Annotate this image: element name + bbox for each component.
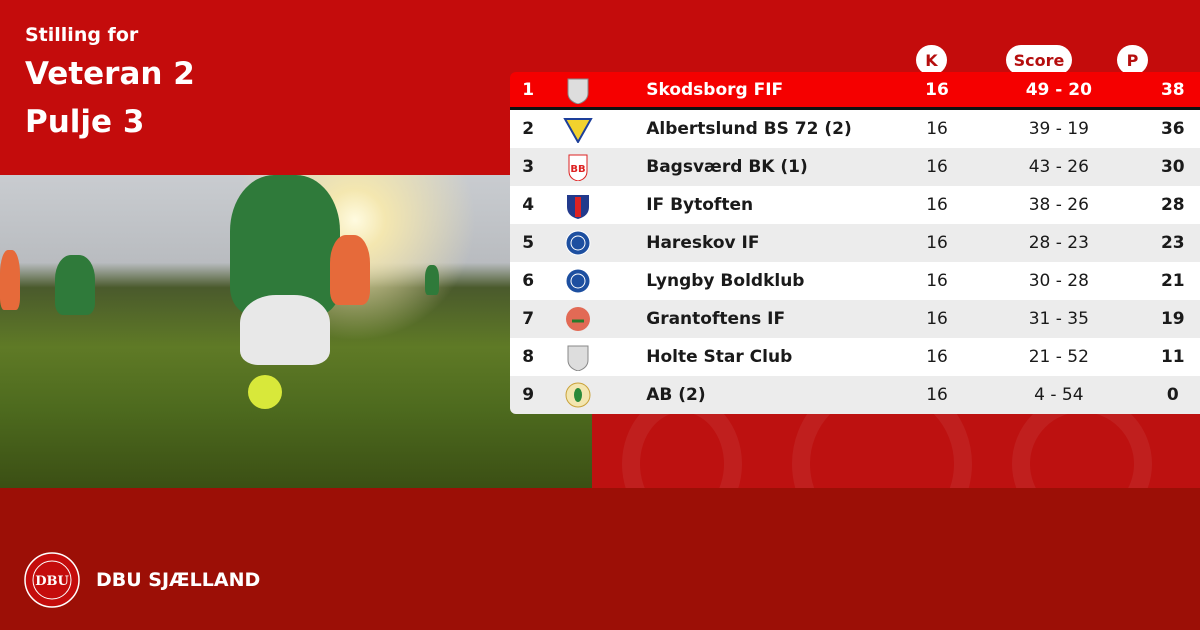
column-header-score[interactable]: Score [1006,45,1072,75]
footer-brand: DBU DBU SJÆLLAND [24,552,260,608]
svg-text:BB: BB [571,164,586,175]
column-header-k[interactable]: K [916,45,947,75]
team-name[interactable]: Skodsborg FIF [646,79,784,100]
column-header-p[interactable]: P [1117,45,1148,75]
table-row[interactable]: 4 IF Bytoften 16 38 - 26 28 [510,186,1200,224]
points: 36 [1160,119,1185,139]
team-logo-icon [562,229,594,257]
title-line-2: Pulje 3 [25,104,145,140]
goal-score: 30 - 28 [1028,271,1089,291]
team-logo-icon [562,115,594,143]
position: 5 [522,233,535,253]
position: 1 [522,79,535,100]
team-logo-icon [562,381,594,409]
points: 30 [1160,157,1185,177]
footer-background [0,488,1200,630]
position: 2 [522,119,535,139]
team-name[interactable]: Bagsværd BK (1) [646,157,808,177]
goal-score: 31 - 35 [1028,309,1089,329]
table-row[interactable]: 6 Lyngby Boldklub 16 30 - 28 21 [510,262,1200,300]
team-name[interactable]: AB (2) [646,385,706,405]
team-logo-icon [562,191,594,219]
position: 8 [522,347,535,367]
position: 6 [522,271,535,291]
position: 7 [522,309,535,329]
table-row[interactable]: 9 AB (2) 16 4 - 54 0 [510,376,1200,414]
goal-score: 21 - 52 [1028,347,1089,367]
points: 28 [1160,195,1185,215]
dbu-logo-icon: DBU [24,552,80,608]
table-row[interactable]: 1 Skodsborg FIF 16 49 - 20 38 [510,72,1200,110]
subtitle: Stilling for [25,24,139,46]
matches-played: 16 [926,271,948,291]
points: 23 [1160,233,1185,253]
matches-played: 16 [926,309,948,329]
goal-score: 49 - 20 [1025,79,1092,100]
goal-score: 43 - 26 [1028,157,1089,177]
goal-score: 28 - 23 [1028,233,1089,253]
football-photo [0,175,592,488]
team-name[interactable]: IF Bytoften [646,195,754,215]
goal-score: 38 - 26 [1028,195,1089,215]
matches-played: 16 [926,119,948,139]
standings-table: 1 Skodsborg FIF 16 49 - 20 38 2 Albertsl… [510,72,1200,414]
table-row[interactable]: 3 BB Bagsværd BK (1) 16 43 - 26 30 [510,148,1200,186]
position: 4 [522,195,535,215]
title-line-1: Veteran 2 [25,56,195,92]
table-row[interactable]: 2 Albertslund BS 72 (2) 16 39 - 19 36 [510,110,1200,148]
points: 11 [1160,347,1185,367]
table-row[interactable]: 7 Grantoftens IF 16 31 - 35 19 [510,300,1200,338]
goal-score: 39 - 19 [1028,119,1089,139]
team-logo-icon [562,267,594,295]
points: 21 [1160,271,1185,291]
goal-score: 4 - 54 [1034,385,1084,405]
position: 9 [522,385,535,405]
position: 3 [522,157,535,177]
matches-played: 16 [926,347,948,367]
team-logo-icon: BB [562,153,594,181]
watermark-logo [592,414,1200,488]
team-name[interactable]: Albertslund BS 72 (2) [646,119,852,139]
matches-played: 16 [925,79,949,100]
team-logo-icon [562,343,594,371]
matches-played: 16 [926,385,948,405]
team-name[interactable]: Lyngby Boldklub [646,271,805,291]
team-name[interactable]: Holte Star Club [646,347,793,367]
table-row[interactable]: 8 Holte Star Club 16 21 - 52 11 [510,338,1200,376]
team-name[interactable]: Hareskov IF [646,233,760,253]
table-row[interactable]: 5 Hareskov IF 16 28 - 23 23 [510,224,1200,262]
svg-text:DBU: DBU [35,574,69,589]
matches-played: 16 [926,233,948,253]
team-logo-icon [562,76,594,104]
points: 0 [1166,385,1179,405]
brand-name: DBU SJÆLLAND [96,569,261,591]
team-logo-icon [562,305,594,333]
points: 19 [1160,309,1185,329]
team-name[interactable]: Grantoftens IF [646,309,786,329]
matches-played: 16 [926,157,948,177]
matches-played: 16 [926,195,948,215]
points: 38 [1160,79,1185,100]
